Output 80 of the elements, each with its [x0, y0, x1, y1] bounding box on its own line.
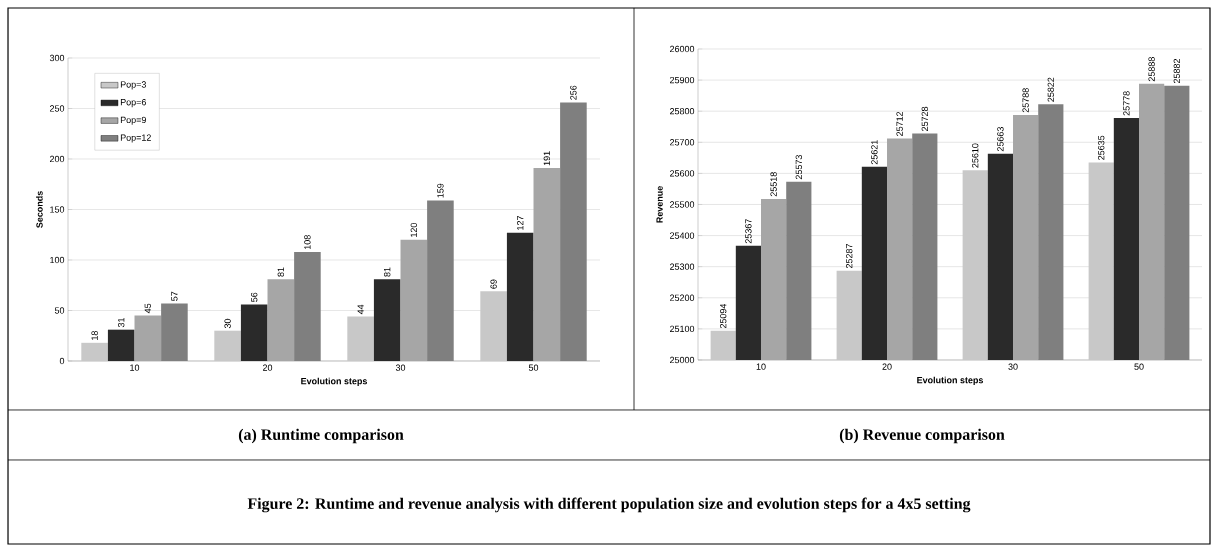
y-tick-label: 0 [59, 357, 65, 365]
data-label: 25712 [896, 111, 903, 136]
x-tick-label: 20 [882, 363, 892, 370]
x-axis-title: Evolution steps [917, 376, 984, 386]
data-label: 256 [570, 85, 577, 100]
bar [373, 279, 401, 361]
y-tick-label: 25200 [670, 294, 695, 301]
x-tick-label: 10 [756, 363, 766, 370]
data-label: 25778 [1123, 91, 1130, 116]
data-label: 57 [171, 291, 178, 301]
data-label: 159 [437, 183, 444, 198]
data-label: 30 [224, 318, 231, 329]
x-tick-label: 30 [1008, 363, 1018, 370]
data-label: 25518 [770, 172, 777, 197]
x-tick-label: 20 [262, 364, 273, 371]
text: (a) Runtime comparison [238, 428, 404, 444]
data-label: 31 [118, 317, 125, 328]
bar [267, 279, 295, 361]
y-tick-label: 150 [50, 206, 65, 213]
bar [347, 316, 374, 361]
bar [134, 315, 162, 361]
data-label: 25888 [1148, 57, 1155, 82]
bar [506, 232, 534, 361]
legend-label: Pop=12 [120, 134, 151, 143]
data-label: 81 [277, 267, 284, 277]
data-label: 120 [410, 222, 417, 237]
bar [240, 304, 268, 361]
data-label: 25573 [795, 155, 802, 180]
legend-label: Pop=6 [120, 99, 146, 108]
y-tick-label: 25000 [670, 356, 695, 364]
x-tick-label: 50 [1134, 363, 1144, 370]
x-axis-title: Evolution steps [301, 377, 368, 387]
data-label: 25882 [1173, 59, 1180, 84]
data-label: 25728 [921, 106, 928, 131]
data-label: 56 [251, 292, 258, 302]
x-tick-label: 50 [528, 364, 539, 371]
data-label: 81 [384, 267, 391, 277]
data-label: 25094 [720, 303, 727, 329]
y-axis-title: Seconds [36, 191, 43, 228]
data-label: 45 [144, 303, 151, 314]
data-label: 18 [91, 331, 98, 340]
x-tick-label: 10 [130, 364, 140, 371]
data-label: 44 [357, 304, 364, 315]
data-label: 108 [304, 235, 311, 250]
data-label: 25788 [1022, 88, 1029, 113]
y-tick-label: 25600 [670, 170, 695, 177]
legend-label: Pop=3 [120, 81, 146, 90]
y-tick-label: 25800 [670, 108, 695, 115]
y-tick-label: 25400 [670, 232, 695, 239]
y-tick-label: 25100 [670, 325, 695, 333]
x-tick-label: 30 [395, 364, 406, 371]
bar [81, 342, 108, 361]
bar [400, 239, 428, 361]
data-label: 191 [543, 151, 550, 166]
bar [107, 329, 135, 361]
y-tick-label: 300 [49, 54, 65, 62]
bar [214, 330, 241, 361]
y-tick-label: 25900 [670, 76, 695, 84]
data-label: 25367 [745, 219, 752, 244]
y-tick-label: 25500 [670, 201, 695, 208]
data-label: 25621 [871, 140, 878, 165]
data-label: 25287 [846, 244, 853, 269]
data-label: 25822 [1047, 77, 1054, 102]
data-label: 25663 [997, 127, 1004, 152]
data-label: 25635 [1098, 135, 1105, 160]
caption: Figure 2: Runtime and revenue analysis with different population size and evolution steps for a 4x5 setting [247, 497, 971, 513]
legend-label: Pop=9 [120, 116, 146, 125]
data-label: 69 [490, 279, 497, 289]
text: (b) Revenue comparison [839, 428, 1005, 444]
y-tick-label: 25300 [670, 263, 695, 270]
y-tick-label: 250 [49, 105, 65, 112]
y-tick-label: 25700 [670, 139, 695, 146]
bar [533, 168, 561, 361]
y-tick-label: 200 [49, 155, 65, 163]
y-tick-label: 100 [50, 256, 65, 264]
y-tick-label: 26000 [670, 45, 695, 53]
data-label: 127 [517, 216, 524, 230]
data-label: 25610 [972, 143, 979, 168]
y-tick-label: 50 [54, 307, 65, 314]
y-axis-title: Revenue [656, 186, 663, 223]
